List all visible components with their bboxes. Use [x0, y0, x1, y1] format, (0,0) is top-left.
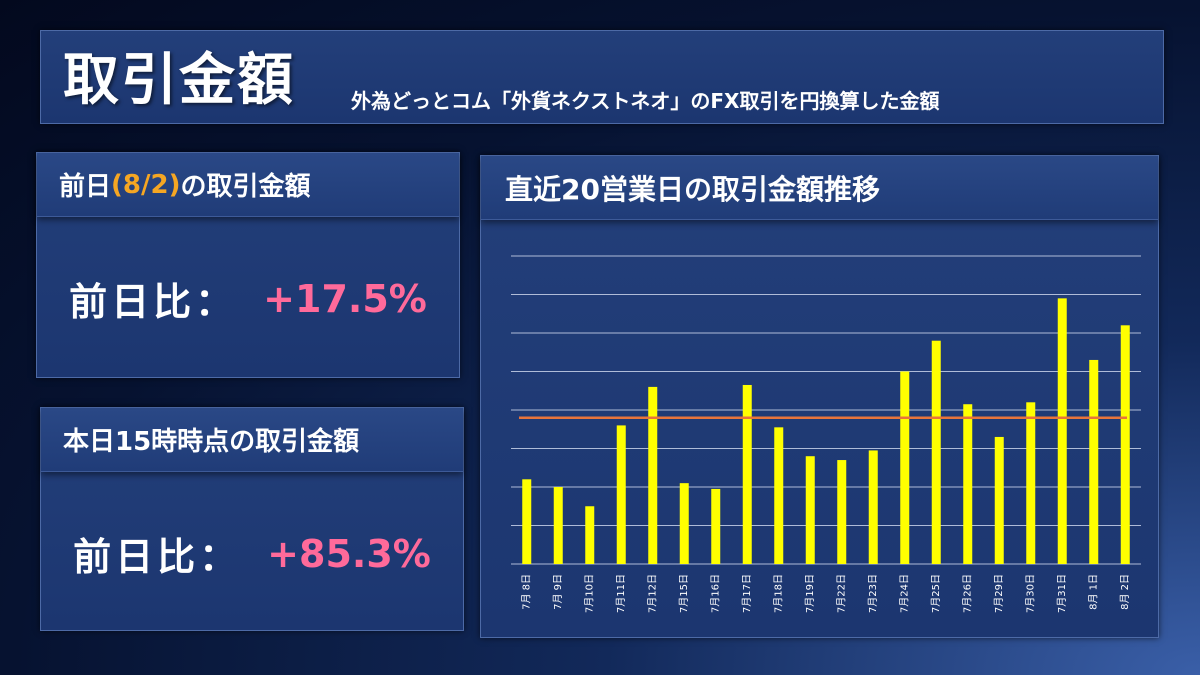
- x-tick-label: 7月 9日: [552, 574, 564, 610]
- bar: [648, 386, 658, 564]
- x-tick-label: 7月17日: [741, 574, 753, 613]
- x-tick-label: 7月23日: [867, 574, 879, 613]
- prev-day-panel: 前日 (8/2) の取引金額 前日比： +17.5%: [36, 152, 460, 378]
- bar: [585, 506, 595, 564]
- today-ratio-value: +85.3%: [267, 531, 431, 576]
- bar: [963, 404, 973, 564]
- today-ratio-label: 前日比：: [73, 535, 242, 579]
- chart-title: 直近20営業日の取引金額推移: [481, 156, 1158, 220]
- x-tick-label: 7月22日: [835, 574, 847, 613]
- bar: [679, 483, 689, 564]
- x-tick-label: 8月 1日: [1087, 574, 1099, 610]
- x-tick-label: 7月24日: [898, 574, 910, 613]
- bar: [1026, 402, 1036, 564]
- bar: [616, 425, 626, 564]
- x-tick-label: 7月16日: [709, 574, 721, 613]
- prev-day-title-prefix: 前日: [59, 172, 112, 202]
- bar: [742, 384, 752, 564]
- today-panel: 本日15時時点の取引金額 前日比： +85.3%: [40, 407, 464, 631]
- x-tick-label: 8月 2日: [1119, 574, 1131, 610]
- bar: [522, 479, 532, 564]
- bar: [711, 488, 721, 564]
- bar: [900, 371, 910, 564]
- bar: [553, 487, 563, 564]
- x-tick-label: 7月25日: [930, 574, 942, 613]
- x-tick-label: 7月19日: [804, 574, 816, 613]
- page-subtitle: 外為どっとコム「外貨ネクストネオ」のFX取引を円換算した金額: [351, 89, 940, 113]
- prev-day-ratio-label: 前日比：: [69, 280, 238, 324]
- x-tick-label: 7月10日: [583, 574, 595, 613]
- x-tick-label: 7月11日: [615, 574, 627, 613]
- bar: [1089, 359, 1099, 564]
- bar: [868, 450, 878, 564]
- title-bar: 取引金額 外為どっとコム「外貨ネクストネオ」のFX取引を円換算した金額: [40, 30, 1164, 124]
- prev-day-title-suffix: の取引金額: [180, 172, 311, 202]
- bar: [837, 460, 847, 564]
- x-tick-label: 7月31日: [1056, 574, 1068, 613]
- prev-day-panel-title: 前日 (8/2) の取引金額: [37, 153, 459, 217]
- bar: [1120, 325, 1130, 564]
- bar: [994, 436, 1004, 564]
- x-tick-label: 7月26日: [961, 574, 973, 613]
- prev-day-ratio: 前日比： +17.5%: [37, 271, 459, 326]
- prev-day-ratio-value: +17.5%: [263, 276, 427, 321]
- x-tick-label: 7月12日: [646, 574, 658, 613]
- chart-panel: 直近20営業日の取引金額推移 7月 8日 7月 9日 7月10日 7月11日 7月12日…: [480, 155, 1159, 638]
- today-panel-title: 本日15時時点の取引金額: [41, 408, 463, 472]
- bar: [805, 456, 815, 564]
- x-tick-label: 7月29日: [993, 574, 1005, 613]
- prev-day-title-date: (8/2): [111, 169, 181, 200]
- x-tick-label: 7月30日: [1024, 574, 1036, 613]
- bar: [1057, 298, 1067, 564]
- today-ratio: 前日比： +85.3%: [41, 526, 463, 581]
- x-tick-label: 7月15日: [678, 574, 690, 613]
- x-tick-label: 7月 8日: [520, 574, 532, 610]
- bar: [931, 340, 941, 564]
- x-tick-label: 7月18日: [772, 574, 784, 613]
- bar-chart: 7月 8日 7月 9日 7月10日 7月11日 7月12日 7月15日 7月16日 7月17日…: [511, 255, 1141, 613]
- page-title: 取引金額: [63, 48, 295, 113]
- bar: [774, 427, 784, 564]
